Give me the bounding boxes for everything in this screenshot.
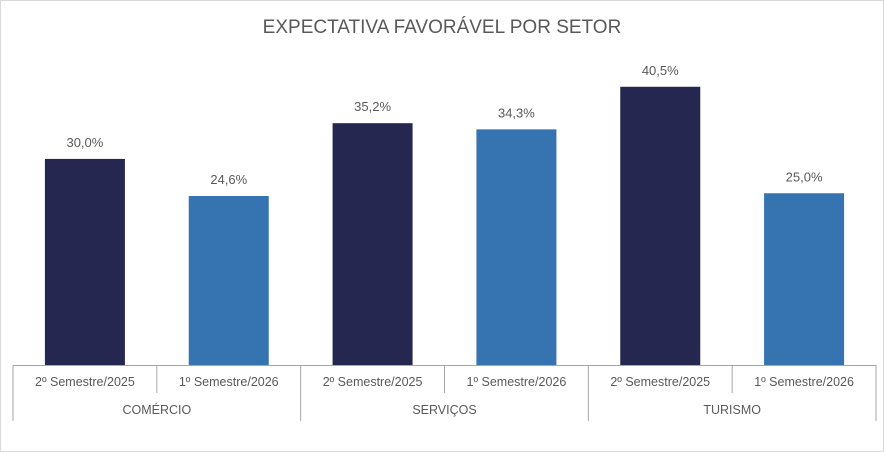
data-label: 35,2% [354, 99, 391, 114]
chart-title: EXPECTATIVA FAVORÁVEL POR SETOR [262, 17, 622, 38]
x-tick-label: 2º Semestre/2025 [323, 375, 423, 389]
bar-0-0 [44, 158, 125, 365]
data-label: 40,5% [642, 63, 679, 78]
x-tick-label: 2º Semestre/2025 [610, 375, 710, 389]
data-label: 25,0% [786, 169, 823, 184]
bar-2-0 [620, 86, 701, 365]
x-tick-label: 1º Semestre/2026 [754, 375, 854, 389]
group-label: TURISMO [703, 403, 761, 417]
bar-2-1 [764, 193, 845, 365]
x-tick-label: 1º Semestre/2026 [467, 375, 567, 389]
group-label: SERVIÇOS [412, 403, 476, 417]
data-label: 30,0% [66, 135, 103, 150]
bar-1-1 [476, 129, 557, 365]
data-label: 24,6% [210, 172, 247, 187]
bar-1-0 [332, 123, 413, 366]
x-tick-label: 2º Semestre/2025 [35, 375, 135, 389]
x-tick-label: 1º Semestre/2026 [179, 375, 279, 389]
bar-0-1 [188, 195, 269, 365]
group-label: COMÉRCIO [122, 402, 191, 417]
data-label: 34,3% [498, 105, 535, 120]
